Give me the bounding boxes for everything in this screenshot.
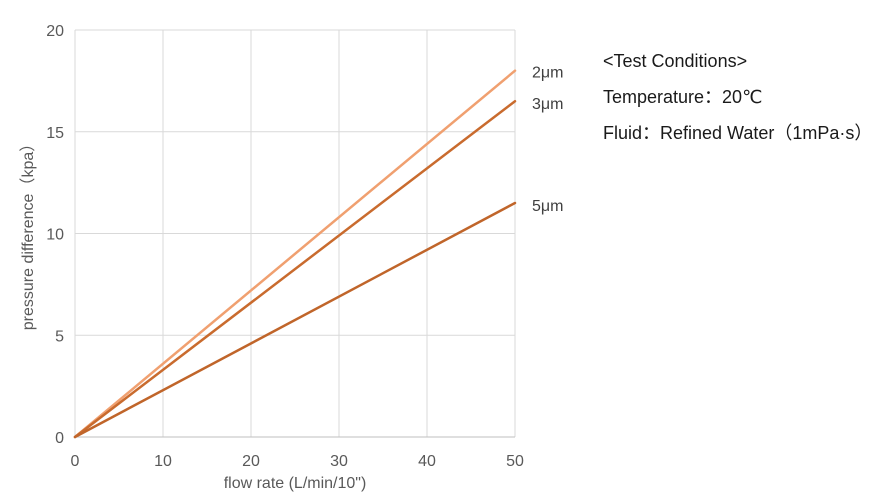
series-labels: 2μm 3μm 5μm bbox=[532, 65, 563, 215]
test-conditions-fluid: Fluid：Refined Water（1mPa·s） bbox=[603, 123, 873, 143]
chart-ticks: 0 10 20 30 40 50 0 5 10 15 20 bbox=[46, 23, 524, 470]
test-conditions-heading: <Test Conditions> bbox=[603, 51, 748, 71]
y-tick-label: 15 bbox=[46, 125, 64, 142]
series-label-3μm: 3μm bbox=[532, 96, 563, 113]
x-tick-label: 10 bbox=[154, 453, 172, 470]
pressure-flow-chart: 0 10 20 30 40 50 0 5 10 15 20 2μm 3μm 5μm flow rate … bbox=[19, 23, 563, 492]
y-tick-label: 20 bbox=[46, 23, 64, 40]
series-line-2μm bbox=[73, 69, 517, 439]
y-tick-label: 10 bbox=[46, 227, 64, 244]
series-label-5μm: 5μm bbox=[532, 198, 563, 215]
x-tick-label: 40 bbox=[418, 453, 436, 470]
series-label-2μm: 2μm bbox=[532, 65, 563, 82]
chart-grid bbox=[75, 29, 516, 437]
chart-axes bbox=[74, 30, 515, 438]
x-axis-label: flow rate (L/min/10") bbox=[224, 475, 367, 492]
y-tick-label: 5 bbox=[55, 328, 64, 345]
test-conditions-temperature: Temperature：20℃ bbox=[603, 87, 763, 107]
test-conditions-panel: <Test Conditions> Temperature：20℃ Fluid：… bbox=[603, 43, 890, 151]
series-line-5μm bbox=[73, 201, 517, 439]
y-tick-label: 0 bbox=[55, 430, 64, 447]
x-tick-label: 0 bbox=[71, 453, 80, 470]
chart-series bbox=[73, 69, 517, 439]
x-tick-label: 50 bbox=[506, 453, 524, 470]
y-axis-label: pressure difference（kpa） bbox=[19, 136, 37, 330]
series-line-3μm bbox=[73, 99, 517, 439]
x-tick-label: 30 bbox=[330, 453, 348, 470]
x-tick-label: 20 bbox=[242, 453, 260, 470]
